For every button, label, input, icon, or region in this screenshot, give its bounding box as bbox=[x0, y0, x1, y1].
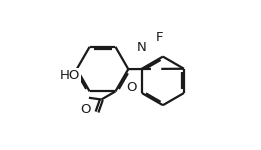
Text: F: F bbox=[156, 31, 163, 44]
Text: N: N bbox=[137, 41, 147, 54]
Text: O: O bbox=[126, 81, 137, 94]
Text: O: O bbox=[80, 103, 91, 116]
Text: HO: HO bbox=[60, 69, 80, 82]
